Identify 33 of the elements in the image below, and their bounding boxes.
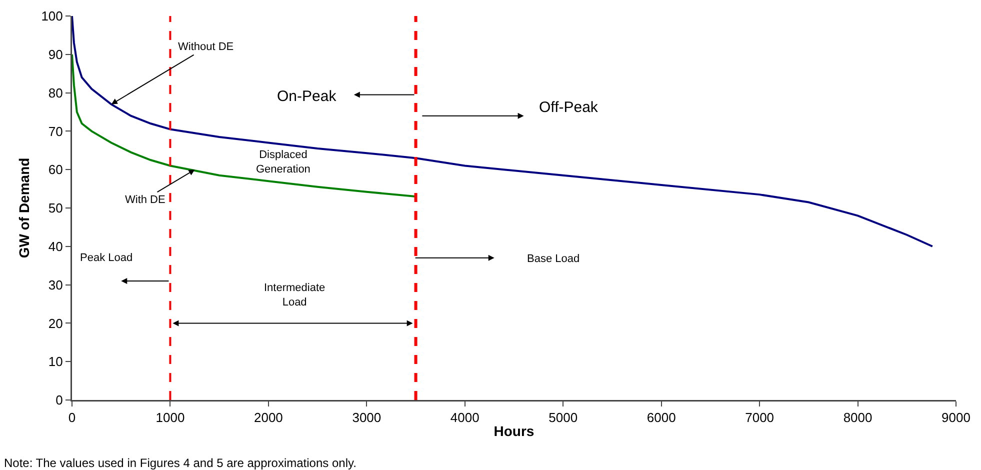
x-tick-label: 5000	[548, 410, 578, 426]
annotation: Off-Peak	[539, 99, 598, 116]
annotation: Displaced Generation	[256, 149, 310, 176]
x-tick-label: 4000	[450, 410, 480, 426]
text: Note: The values used in Figures 4 and 5 are approximations only.	[4, 456, 356, 470]
y-tick-label: 60	[48, 162, 63, 178]
x-tick-label: 8000	[843, 410, 872, 426]
x-tick-label: 7000	[745, 410, 774, 426]
x-tick-label: 6000	[646, 410, 676, 426]
line-series	[72, 16, 934, 248]
y-tick-label: 80	[48, 85, 63, 100]
annotation: Intermediate Load	[264, 282, 326, 308]
x-tick-label: 0	[68, 410, 76, 426]
y-tick-label: 50	[48, 200, 63, 216]
y-tick-label: 30	[48, 277, 63, 292]
y-axis-title: GW of Demand	[16, 158, 32, 258]
y-tick-label: 70	[48, 124, 63, 139]
annotation: With DE	[125, 194, 166, 206]
x-tick-label: 9000	[942, 410, 970, 426]
y-tick-label: 40	[48, 238, 63, 254]
y-tick-label: 20	[48, 316, 63, 331]
y-tick-label: 10	[48, 354, 63, 370]
annotation: Without DE	[178, 41, 234, 53]
annotation: Peak Load	[80, 252, 133, 264]
y-tick-label: 90	[48, 46, 63, 62]
x-tick-label: 3000	[352, 410, 382, 426]
annotation: Base Load	[527, 253, 580, 265]
annotation: On-Peak	[277, 88, 337, 105]
x-axis-title: Hours	[494, 423, 534, 440]
y-tick-label: 0	[56, 392, 63, 408]
x-tick-label: 1000	[156, 410, 185, 426]
y-tick-label: 100	[41, 8, 63, 24]
x-tick-label: 2000	[254, 410, 283, 426]
